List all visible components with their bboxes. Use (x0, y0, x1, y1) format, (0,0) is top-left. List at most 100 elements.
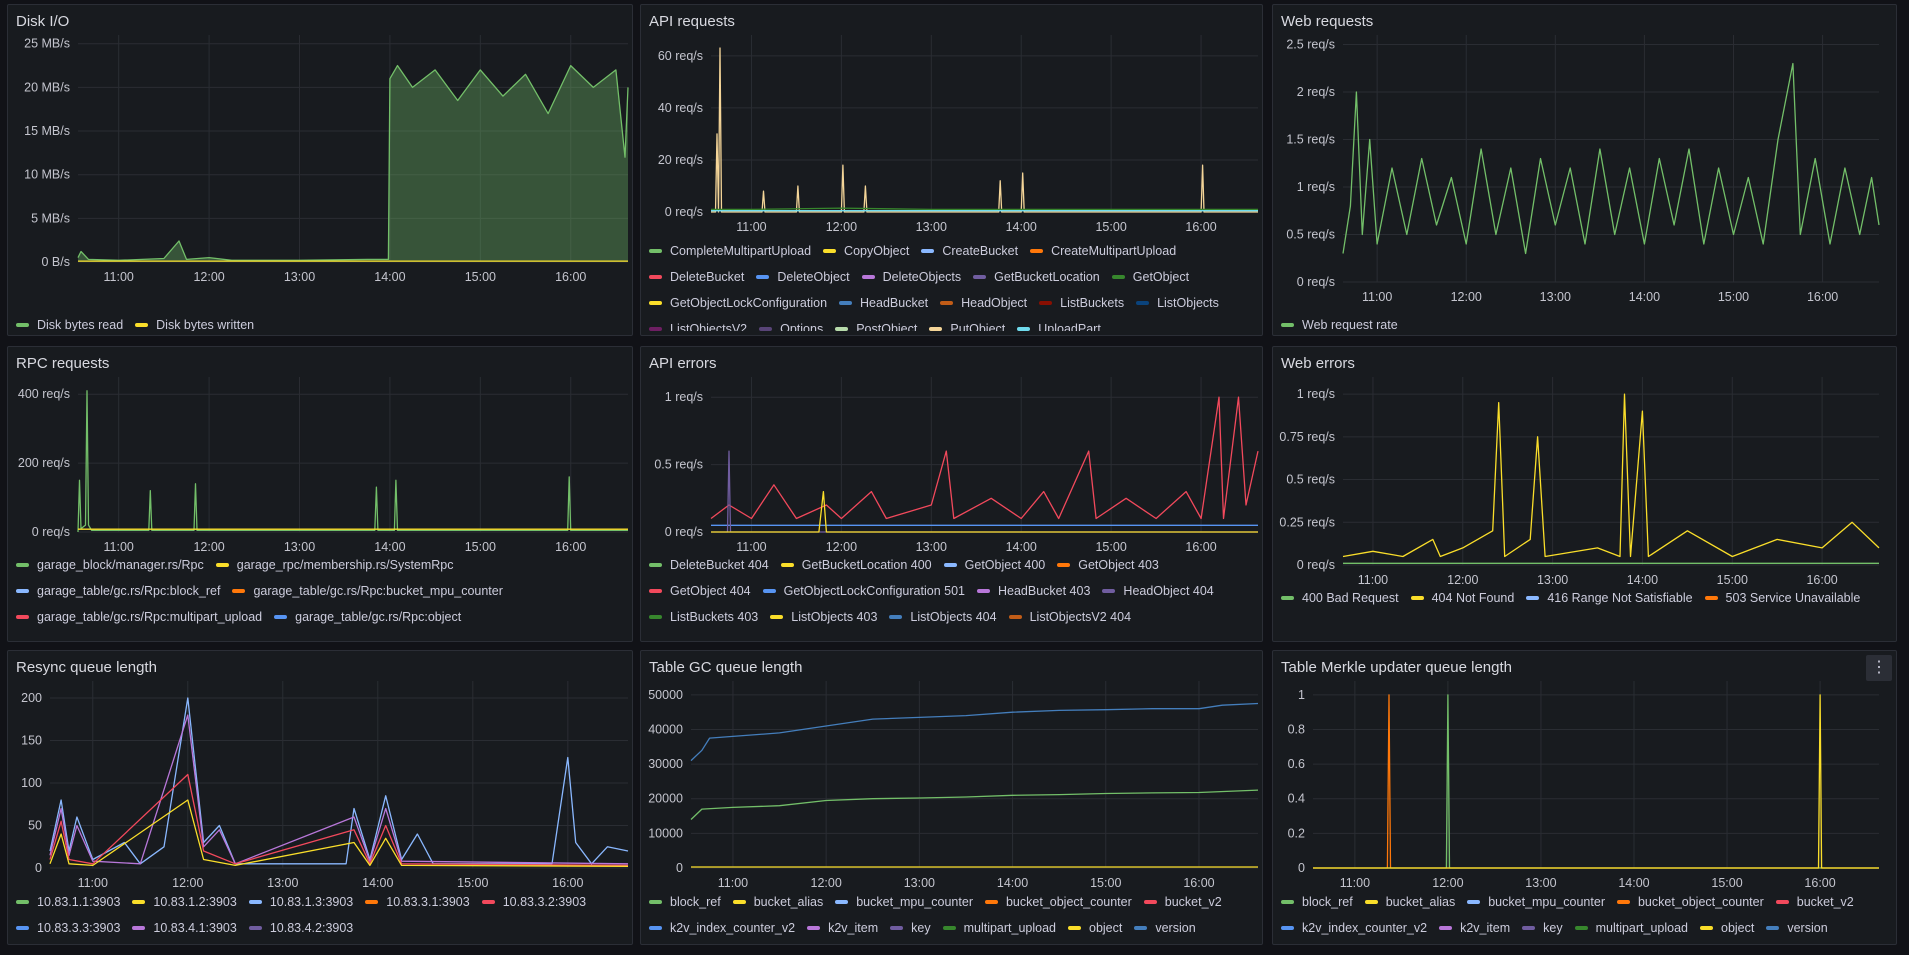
legend-item[interactable]: PutObject (929, 317, 1005, 331)
legend-item[interactable]: multipart_upload (942, 916, 1056, 940)
panel-title[interactable]: API errors (649, 355, 717, 372)
legend-item[interactable]: CompleteMultipartUpload (649, 239, 811, 263)
legend-item[interactable]: CreateMultipartUpload (1030, 239, 1176, 263)
panel-title[interactable]: Web requests (1281, 13, 1374, 30)
chart-web-requests[interactable]: 0 req/s 0.5 req/s 1 req/s 1.5 req/s 2 req/s 2… (1273, 5, 1896, 311)
legend-item[interactable]: GetBucketLocation 400 (780, 553, 932, 577)
legend-item[interactable]: version (1766, 916, 1828, 940)
legend-item[interactable]: version (1134, 916, 1196, 940)
legend-item[interactable]: Options (759, 317, 823, 331)
panel-title[interactable]: Resync queue length (16, 659, 157, 676)
series-line-version[interactable] (690, 702, 1259, 762)
legend-item[interactable]: PostObject (835, 317, 917, 331)
legend-item[interactable]: bucket_object_counter (1616, 890, 1764, 914)
legend-item[interactable]: ListObjectsV2 (649, 317, 747, 331)
series-line-putobject[interactable] (711, 47, 1258, 213)
legend-item[interactable]: 10.83.3.2:3903 (481, 890, 586, 914)
legend-item[interactable]: multipart_upload (1574, 916, 1688, 940)
series-line-getobject-404[interactable] (710, 396, 1259, 520)
legend-item[interactable]: 416 Range Not Satisfiable (1526, 586, 1693, 610)
legend-item[interactable]: bucket_mpu_counter (1467, 890, 1605, 914)
legend-item[interactable]: garage_table/gc.rs/Rpc:bucket_mpu_counte… (232, 579, 503, 603)
legend-item[interactable]: GetObject (1111, 265, 1189, 289)
legend-item[interactable]: PutObject 404 (767, 631, 867, 637)
panel-title[interactable]: Disk I/O (16, 13, 70, 30)
legend-item[interactable]: 10.83.1.3:3903 (248, 890, 353, 914)
legend-item[interactable]: garage_table/gc.rs/Rpc:block_ref (16, 579, 220, 603)
legend-item[interactable]: GetObject 400 (943, 553, 1045, 577)
chart-api-errors[interactable]: 0 req/s 0.5 req/s 1 req/s 11:00 12:00 13:00 14… (641, 347, 1262, 551)
legend-item[interactable]: DeleteBucket (649, 265, 744, 289)
series-line-404-not-found[interactable] (1342, 393, 1880, 558)
chart-table-merkle-updater-queue-length[interactable]: 0 0.2 0.4 0.6 0.8 1 11:00 12:00 13:00 14:00 15:00 1… (1273, 651, 1896, 888)
legend-item[interactable]: DeleteObjects (861, 265, 961, 289)
legend-item[interactable]: bucket_v2 (1775, 890, 1854, 914)
chart-disk-i-o[interactable]: 0 B/s 5 MB/s 10 MB/s 15 MB/s 20 MB/s 25 MB/s 1… (8, 5, 632, 311)
series-line-10-83-4-1-3903[interactable] (49, 714, 629, 865)
chart-api-requests[interactable]: 0 req/s 20 req/s 40 req/s 60 req/s 11:00 12:0… (641, 5, 1262, 237)
series-line-10-83-3-2-3903[interactable] (49, 773, 629, 867)
panel-title[interactable]: Web errors (1281, 355, 1355, 372)
legend-item[interactable]: garage_table/gc.rs/Rpc:version (16, 631, 210, 637)
legend-item[interactable]: 10.83.1.2:3903 (132, 890, 237, 914)
legend-item[interactable]: HeadBucket 403 (976, 579, 1090, 603)
legend-item[interactable]: bucket_v2 (1143, 890, 1222, 914)
legend-item[interactable]: garage_table/sync.rs/Rpc:block_ref (222, 631, 439, 637)
legend-item[interactable]: garage_block/manager.rs/Rpc (16, 553, 204, 577)
series-line-block-ref[interactable] (690, 789, 1259, 820)
panel-title[interactable]: API requests (649, 13, 735, 30)
legend-item[interactable]: bucket_alias (1364, 890, 1455, 914)
legend-item[interactable]: PutObject 503 (880, 631, 980, 637)
legend-item[interactable]: HeadObject 404 (1102, 579, 1214, 603)
legend-item[interactable]: ListObjects (1136, 291, 1219, 315)
legend-item[interactable]: GetObject 404 (649, 579, 751, 603)
legend-item[interactable]: k2v_item (1439, 916, 1510, 940)
series-line-getbucketlocation-400[interactable] (711, 490, 1258, 533)
legend-item[interactable]: block_ref (1281, 890, 1353, 914)
legend-item[interactable]: 10.83.3.1:3903 (365, 890, 470, 914)
chart-table-gc-queue-length[interactable]: 0 10000 20000 30000 40000 50000 11:00 12:00 13:0… (641, 651, 1262, 888)
series-line-bucket-object-counter[interactable] (1313, 694, 1879, 869)
legend-item[interactable]: ListObjects 404 (889, 605, 997, 629)
legend-item[interactable]: 10.83.1.1:3903 (16, 890, 120, 914)
legend-item[interactable]: 10.83.4.2:3903 (248, 916, 353, 940)
series-line-10-83-1-3-3903[interactable] (49, 697, 629, 865)
legend-item[interactable]: garage_table/gc.rs/Rpc:multipart_upload (16, 605, 262, 629)
series-line-web-request-rate[interactable] (1342, 62, 1880, 255)
legend-item[interactable]: DeleteObject (756, 265, 850, 289)
legend-item[interactable]: bucket_mpu_counter (835, 890, 973, 914)
legend-item[interactable]: object (1068, 916, 1122, 940)
legend-item[interactable]: k2v_item (807, 916, 878, 940)
chart-resync-queue-length[interactable]: 0 50 100 150 200 11:00 12:00 13:00 14:00 15:00 16:… (8, 651, 632, 888)
chart-web-errors[interactable]: 0 req/s 0.25 req/s 0.5 req/s 0.75 req/s 1 re… (1273, 347, 1896, 584)
legend-item[interactable]: 503 Service Unavailable (1704, 586, 1860, 610)
legend-item[interactable]: GetBucketLocation (973, 265, 1100, 289)
series-line-disk-bytes-read[interactable] (77, 64, 629, 261)
legend-item[interactable]: 10.83.3.3:3903 (16, 916, 120, 940)
legend-item[interactable]: Disk bytes written (135, 313, 254, 331)
legend-item[interactable]: ListObjects 403 (770, 605, 877, 629)
legend-item[interactable]: 10.83.4.1:3903 (132, 916, 237, 940)
kebab-icon[interactable]: ⋮ (1866, 655, 1892, 681)
legend-item[interactable]: Web request rate (1281, 313, 1398, 331)
legend-item[interactable]: bucket_object_counter (984, 890, 1132, 914)
legend-item[interactable]: object (1700, 916, 1754, 940)
series-line-object[interactable] (1313, 694, 1879, 869)
legend-item[interactable]: HeadObject (940, 291, 1027, 315)
series-line-10-83-1-2-3903[interactable] (49, 799, 629, 867)
panel-title[interactable]: RPC requests (16, 355, 110, 372)
legend-item[interactable]: k2v_index_counter_v2 (1281, 916, 1427, 940)
chart-rpc-requests[interactable]: 0 req/s 200 req/s 400 req/s 11:00 12:00 13:00… (8, 347, 632, 551)
series-line-getobject[interactable] (711, 207, 1258, 211)
panel-title[interactable]: Table GC queue length (649, 659, 803, 676)
legend-item[interactable]: 404 Not Found (1410, 586, 1514, 610)
legend-item[interactable]: k2v_index_counter_v2 (649, 916, 795, 940)
series-line-garage-block-manager-rs-rpc[interactable] (77, 390, 628, 533)
legend-item[interactable]: 400 Bad Request (1281, 586, 1399, 610)
legend-item[interactable]: HeadBucket (839, 291, 928, 315)
legend-item[interactable]: key (890, 916, 931, 940)
legend-item[interactable]: ListBuckets (1039, 291, 1124, 315)
legend-item[interactable]: ListBuckets 403 (649, 605, 758, 629)
legend-item[interactable]: garage_rpc/membership.rs/SystemRpc (215, 553, 454, 577)
legend-item[interactable]: UploadPart (1017, 317, 1101, 331)
